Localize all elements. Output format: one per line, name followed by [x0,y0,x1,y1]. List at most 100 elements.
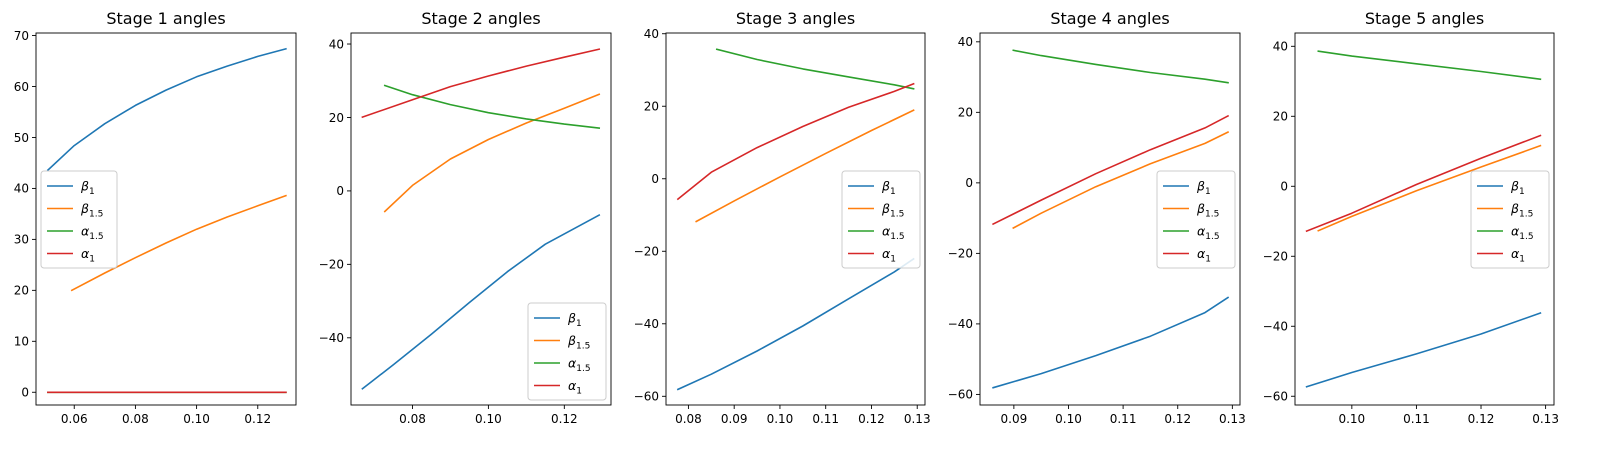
chart-title: Stage 5 angles [1365,9,1484,28]
y-tick-label: −40 [319,331,344,345]
y-tick-label: 60 [14,80,29,94]
axes-frame [1294,32,1555,406]
legend-label: α1.5 [1511,224,1534,243]
legend-label: β1.5 [1510,201,1533,220]
y-tick-label: −60 [948,388,973,402]
panel-stage-1: 0.06 0.08 0.10 0.12 0 10 20 30 40 50 60 70 Stage 1 a… [14,9,297,426]
x-tick-label: 0.06 [61,412,88,426]
chart-title: Stage 3 angles [736,9,855,28]
y-tick-label: 10 [14,335,29,349]
y-tick-label: −20 [319,258,344,272]
legend-box [841,170,921,269]
legend: β1 β1.5 α1.5 α1 [841,170,921,269]
series-line-1 [46,47,287,172]
legend-label: α1 [882,246,896,265]
x-tick-label: 0.10 [1338,412,1365,426]
series-line-1 [361,214,601,390]
x-tick-label: 0.12 [1468,412,1495,426]
series-line-2 [1012,131,1230,230]
panel-stage-2: 0.08 0.10 0.12 −40 −20 0 20 40 Stage 2 angles β1 β… [319,9,612,426]
y-tick-label: −20 [948,247,973,261]
x-tick-label: 0.12 [1164,412,1191,426]
y-tick-label: 40 [14,182,29,196]
x-tick-label: 0.12 [551,412,578,426]
y-tick-label: −20 [1263,250,1288,264]
series-line-4 [992,114,1230,226]
chart-title: Stage 2 angles [421,9,540,28]
x-tick-label: 0.11 [1403,412,1430,426]
x-tick-label: 0.13 [904,412,931,426]
legend-label: β1 [80,179,95,198]
panel-stage-4: 0.09 0.10 0.11 0.12 0.13 −60 −40 −20 0 20 40 Stage … [948,9,1246,426]
legend-label: α1.5 [1197,224,1220,243]
x-tick-label: 0.08 [675,412,702,426]
x-tick-label: 0.10 [475,412,502,426]
y-tick-label: 0 [651,172,659,186]
series-line-2 [695,109,915,223]
x-tick-label: 0.09 [1001,412,1028,426]
y-tick-label: 0 [21,386,29,400]
y-tick-label: −60 [634,390,659,404]
legend-label: α1 [1511,246,1525,265]
panel-stage-3: 0.08 0.09 0.10 0.11 0.12 0.13 −60 −40 −20 0 20 40 St… [634,9,931,426]
legend-label: β1.5 [567,333,590,352]
y-tick-label: 40 [329,37,344,51]
y-tick-label: 40 [644,27,659,41]
legend: β1 β1.5 α1.5 α1 [1470,170,1550,269]
series-line-2 [383,93,601,213]
legend: β1 β1.5 α1.5 α1 [527,302,607,401]
y-tick-label: 0 [336,184,344,198]
panel-stage-5: 0.10 0.11 0.12 0.13 −60 −40 −20 0 20 40 Stage 5 an… [1263,9,1559,426]
x-tick-label: 0.08 [399,412,426,426]
y-tick-label: 70 [14,29,29,43]
y-tick-label: 40 [1273,40,1288,54]
legend-box [1470,170,1550,269]
series-line-1 [992,296,1230,389]
legend-box [40,170,118,269]
y-tick-label: −40 [1263,320,1288,334]
series-line-3 [383,84,601,129]
y-tick-label: −40 [948,317,973,331]
x-tick-label: 0.13 [1532,412,1559,426]
series-line-4 [676,82,915,201]
legend-label: β1.5 [881,201,904,220]
legend-label: α1.5 [81,224,104,243]
y-tick-label: −20 [634,245,659,259]
y-tick-label: 30 [14,233,29,247]
legend-label: α1.5 [568,356,591,375]
y-tick-label: 20 [644,100,659,114]
y-tick-label: 0 [965,176,973,190]
y-tick-label: 20 [958,106,973,120]
series-line-2 [70,194,287,292]
axes-frame [350,32,612,406]
legend-label: β1.5 [1196,201,1219,220]
series-line-4 [361,48,601,119]
x-tick-label: 0.11 [1110,412,1137,426]
x-tick-label: 0.10 [767,412,794,426]
y-tick-label: −60 [1263,390,1288,404]
axes-frame [665,32,926,406]
y-tick-label: 50 [14,131,29,145]
legend-label: β1.5 [80,201,103,220]
x-tick-label: 0.12 [244,412,271,426]
y-tick-label: 20 [1273,110,1288,124]
y-tick-label: 20 [329,111,344,125]
legend-label: β1 [567,311,582,330]
series-line-1 [676,257,915,391]
series-line-3 [1317,50,1542,81]
y-tick-label: 20 [14,284,29,298]
chart-title: Stage 4 angles [1050,9,1169,28]
legend-box [527,302,607,401]
x-tick-label: 0.11 [812,412,839,426]
series-line-1 [1305,311,1542,388]
legend-box [1156,170,1236,269]
axes-frame [35,32,297,406]
legend-label: α1.5 [882,224,905,243]
series-line-3 [1012,49,1229,84]
axes-frame [979,32,1241,406]
legend-label: β1 [1510,179,1525,198]
legend-label: α1 [1197,246,1211,265]
x-tick-label: 0.13 [1219,412,1246,426]
y-tick-label: 40 [958,35,973,49]
